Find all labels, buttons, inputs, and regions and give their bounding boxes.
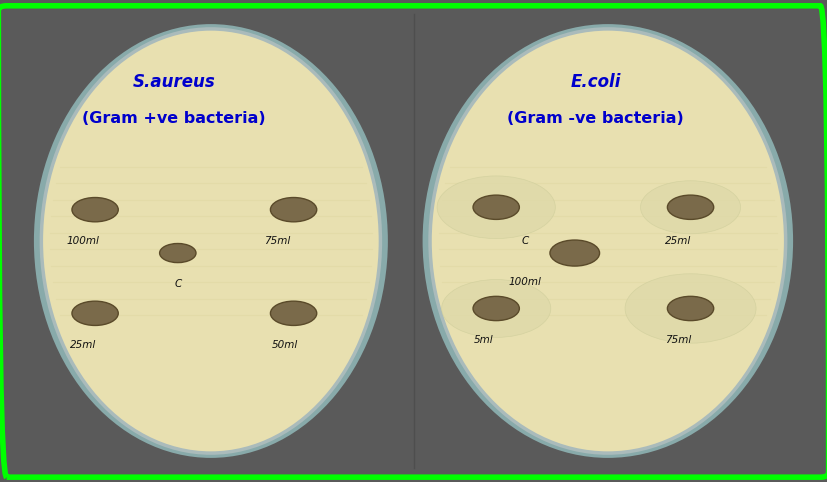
Ellipse shape [550,240,600,266]
Text: 100ml: 100ml [66,236,99,246]
Ellipse shape [423,24,793,458]
Text: 25ml: 25ml [69,340,96,349]
Text: 75ml: 75ml [264,236,290,246]
Text: E.coli: E.coli [570,73,621,91]
Text: (Gram +ve bacteria): (Gram +ve bacteria) [82,110,265,126]
Ellipse shape [160,243,196,263]
Ellipse shape [667,296,714,321]
Text: 25ml: 25ml [665,236,691,246]
Ellipse shape [270,301,317,325]
Text: C: C [522,236,528,246]
Text: 50ml: 50ml [272,340,299,349]
Ellipse shape [473,296,519,321]
Text: 5ml: 5ml [474,335,494,345]
Ellipse shape [430,29,786,453]
Ellipse shape [625,274,756,343]
Text: (Gram -ve bacteria): (Gram -ve bacteria) [507,110,684,126]
Ellipse shape [640,181,741,234]
Ellipse shape [473,195,519,219]
Ellipse shape [72,198,118,222]
Text: C: C [174,280,181,289]
Ellipse shape [442,280,551,337]
Text: 75ml: 75ml [665,335,691,345]
Ellipse shape [437,176,556,239]
Ellipse shape [270,198,317,222]
Ellipse shape [34,24,388,458]
Ellipse shape [72,301,118,325]
Ellipse shape [41,29,380,453]
Text: S.aureus: S.aureus [132,73,215,91]
Text: 100ml: 100ml [509,277,542,287]
Ellipse shape [667,195,714,219]
